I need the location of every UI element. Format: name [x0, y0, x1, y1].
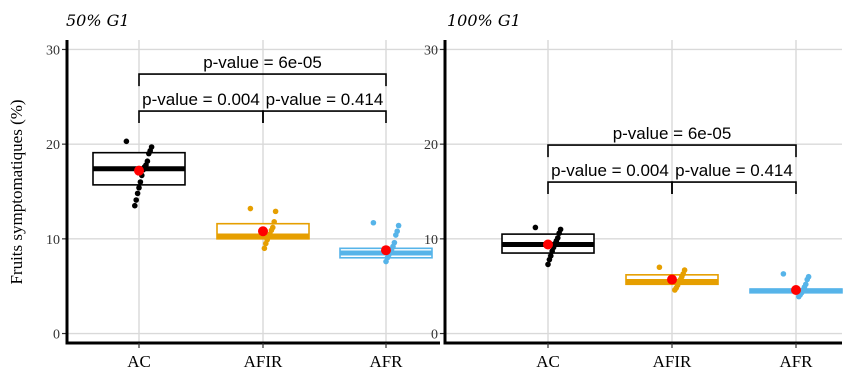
comparison-bracket: p-value = 6e-05 — [138, 53, 387, 87]
y-tick-label: 20 — [424, 138, 438, 153]
data-point — [272, 208, 279, 215]
box-afr — [749, 271, 843, 300]
data-point — [133, 197, 139, 203]
y-tick-label: 10 — [46, 233, 60, 248]
mean-point — [258, 226, 268, 237]
x-tick-label: AFIR — [653, 352, 692, 371]
data-point — [136, 184, 142, 191]
x-tick-label: AFIR — [244, 352, 283, 371]
mean-point — [667, 274, 677, 285]
data-point — [545, 261, 551, 268]
box-ac — [501, 224, 595, 268]
y-tick-label: 10 — [424, 233, 438, 248]
y-tick-label: 20 — [46, 138, 60, 153]
p-value-label: p-value = 6e-05 — [203, 53, 322, 72]
data-point — [383, 258, 389, 265]
data-point — [556, 230, 562, 236]
bracket-line — [547, 181, 673, 195]
bracket-line — [138, 73, 387, 87]
data-point — [132, 202, 138, 209]
y-tick-label: 0 — [53, 328, 60, 343]
data-point — [146, 150, 152, 157]
x-tick-label: AFR — [779, 352, 813, 371]
data-point — [123, 138, 130, 145]
mean-point — [134, 165, 144, 176]
data-point — [370, 219, 377, 226]
data-point — [549, 248, 555, 254]
data-point — [780, 271, 787, 277]
x-tick-label: AC — [536, 352, 560, 371]
data-point — [804, 276, 810, 283]
data-point — [546, 256, 553, 263]
p-value-label: p-value = 0.414 — [675, 161, 793, 180]
p-value-label: p-value = 0.004 — [142, 90, 260, 109]
bracket-line — [547, 144, 797, 158]
panel-title: 50% G1 — [66, 11, 130, 30]
data-point — [672, 287, 678, 293]
data-point — [393, 232, 399, 238]
comparison-bracket: p-value = 0.004 — [138, 90, 264, 124]
data-point — [134, 190, 141, 197]
bracket-line — [671, 181, 797, 195]
data-point — [271, 219, 278, 225]
box-afr — [339, 219, 433, 265]
mean-point — [791, 284, 801, 295]
data-point — [532, 224, 539, 231]
data-point — [796, 293, 802, 300]
p-value-label: p-value = 0.414 — [266, 90, 384, 109]
comparison-bracket: p-value = 6e-05 — [547, 124, 797, 158]
bracket-line — [262, 110, 387, 124]
y-tick-label: 30 — [46, 43, 60, 58]
panel-2: 100% G1 0 10 20 30 p-value = 0.004 p-value = 0… — [424, 11, 843, 371]
y-tick-label: 0 — [431, 328, 438, 343]
data-point — [137, 179, 144, 185]
x-tick-label: AFR — [369, 352, 403, 371]
y-tick-label: 30 — [424, 43, 438, 58]
x-tick-label: AC — [127, 352, 151, 371]
mean-point — [381, 245, 391, 256]
panel-title: 100% G1 — [447, 11, 521, 30]
data-point — [656, 264, 663, 271]
comparison-bracket: p-value = 0.414 — [671, 161, 797, 195]
data-point — [261, 245, 268, 252]
mean-point — [543, 239, 553, 250]
box-afir — [625, 264, 719, 293]
bracket-line — [138, 110, 264, 124]
box-afir — [216, 205, 310, 252]
data-point — [395, 222, 402, 229]
comparison-bracket: p-value = 0.004 — [547, 161, 673, 195]
comparison-bracket: p-value = 0.414 — [262, 90, 387, 124]
data-point — [247, 205, 254, 212]
p-value-label: p-value = 0.004 — [551, 161, 669, 180]
p-value-label: p-value = 6e-05 — [613, 124, 732, 143]
y-axis-label: Fruits symptomatiques (%) — [7, 99, 26, 284]
box-ac — [92, 138, 186, 209]
data-point — [263, 240, 269, 247]
panel-1: 50% G1 0 10 20 30 p-value = 0.004 p-value = 0.… — [46, 11, 440, 371]
